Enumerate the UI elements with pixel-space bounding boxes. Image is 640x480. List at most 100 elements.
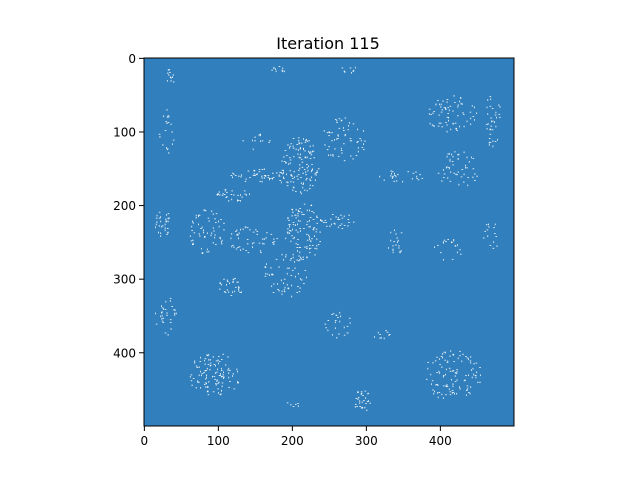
active-cell	[451, 258, 454, 260]
active-cell	[344, 71, 346, 73]
active-cell	[266, 273, 269, 275]
active-cell	[204, 370, 206, 372]
active-cell	[197, 380, 199, 382]
active-cell	[453, 95, 455, 97]
active-cell	[297, 260, 300, 262]
active-cell	[203, 359, 205, 362]
active-cell	[451, 153, 452, 156]
active-cell	[301, 214, 304, 215]
active-cell	[203, 236, 206, 237]
y-tick-label-0: 0	[128, 52, 136, 66]
active-cell	[238, 286, 240, 289]
active-cell	[265, 272, 267, 275]
active-cell	[334, 320, 337, 321]
active-cell	[263, 177, 265, 179]
active-cell	[474, 119, 475, 121]
active-cell	[166, 72, 169, 74]
active-cell	[457, 154, 459, 156]
active-cell	[217, 383, 219, 385]
active-cell	[354, 403, 357, 405]
active-cell	[300, 258, 302, 260]
active-cell	[161, 225, 162, 228]
active-cell	[255, 174, 258, 176]
active-cell	[489, 128, 491, 131]
active-cell	[364, 390, 367, 392]
active-cell	[348, 122, 350, 124]
active-cell	[455, 373, 458, 374]
active-cell	[237, 290, 240, 292]
active-cell	[479, 374, 481, 377]
active-cell	[300, 191, 301, 193]
active-cell	[296, 144, 299, 145]
active-cell	[237, 382, 239, 384]
active-cell	[244, 193, 246, 196]
active-cell	[383, 337, 385, 340]
active-cell	[194, 360, 196, 363]
x-tick-label-4: 400	[429, 434, 452, 448]
active-cell	[488, 226, 490, 228]
active-cell	[374, 336, 375, 338]
active-cell	[308, 226, 310, 228]
active-cell	[297, 403, 299, 404]
active-cell	[333, 222, 336, 224]
active-cell	[240, 174, 242, 176]
active-cell	[207, 217, 210, 219]
active-cell	[298, 156, 300, 159]
active-cell	[467, 177, 469, 179]
active-cell	[266, 232, 268, 234]
active-cell	[252, 231, 255, 233]
active-cell	[206, 376, 207, 379]
active-cell	[340, 315, 341, 318]
active-cell	[314, 179, 316, 182]
active-cell	[348, 222, 350, 223]
active-cell	[346, 332, 349, 334]
active-cell	[237, 247, 239, 248]
active-cell	[198, 381, 200, 383]
active-cell	[215, 364, 216, 367]
active-cell	[293, 171, 296, 173]
active-cell	[255, 229, 257, 231]
active-cell	[170, 123, 172, 126]
active-cell	[302, 183, 304, 185]
y-tick-label-1: 100	[113, 125, 136, 139]
active-cell	[452, 392, 455, 393]
active-cell	[331, 132, 333, 134]
active-cell	[228, 386, 230, 388]
active-cell	[488, 141, 490, 144]
active-cell	[396, 237, 398, 239]
active-cell	[462, 353, 464, 355]
active-cell	[192, 378, 195, 379]
active-cell	[331, 154, 334, 156]
active-cell	[476, 175, 478, 177]
active-cell	[295, 148, 297, 151]
active-cell	[438, 122, 441, 124]
active-cell	[442, 397, 444, 399]
active-cell	[473, 363, 475, 365]
active-cell	[357, 392, 359, 393]
x-tick-label-0: 0	[141, 434, 149, 448]
active-cell	[174, 312, 176, 315]
active-cell	[434, 360, 437, 362]
active-cell	[164, 229, 166, 232]
active-cell	[391, 177, 393, 179]
active-cell	[302, 186, 304, 189]
active-cell	[429, 122, 431, 125]
active-cell	[226, 281, 229, 282]
active-cell	[390, 239, 392, 242]
active-cell	[357, 398, 359, 400]
active-cell	[442, 375, 445, 377]
active-cell	[332, 313, 335, 315]
active-cell	[439, 364, 441, 365]
active-cell	[253, 170, 256, 172]
active-cell	[454, 245, 457, 247]
active-cell	[235, 248, 238, 250]
active-cell	[456, 174, 458, 176]
active-cell	[206, 386, 208, 388]
active-cell	[324, 144, 326, 146]
active-cell	[209, 359, 211, 361]
active-cell	[206, 251, 208, 253]
active-cell	[303, 283, 305, 285]
active-cell	[446, 130, 448, 133]
active-cell	[238, 246, 241, 248]
active-cell	[277, 289, 279, 290]
